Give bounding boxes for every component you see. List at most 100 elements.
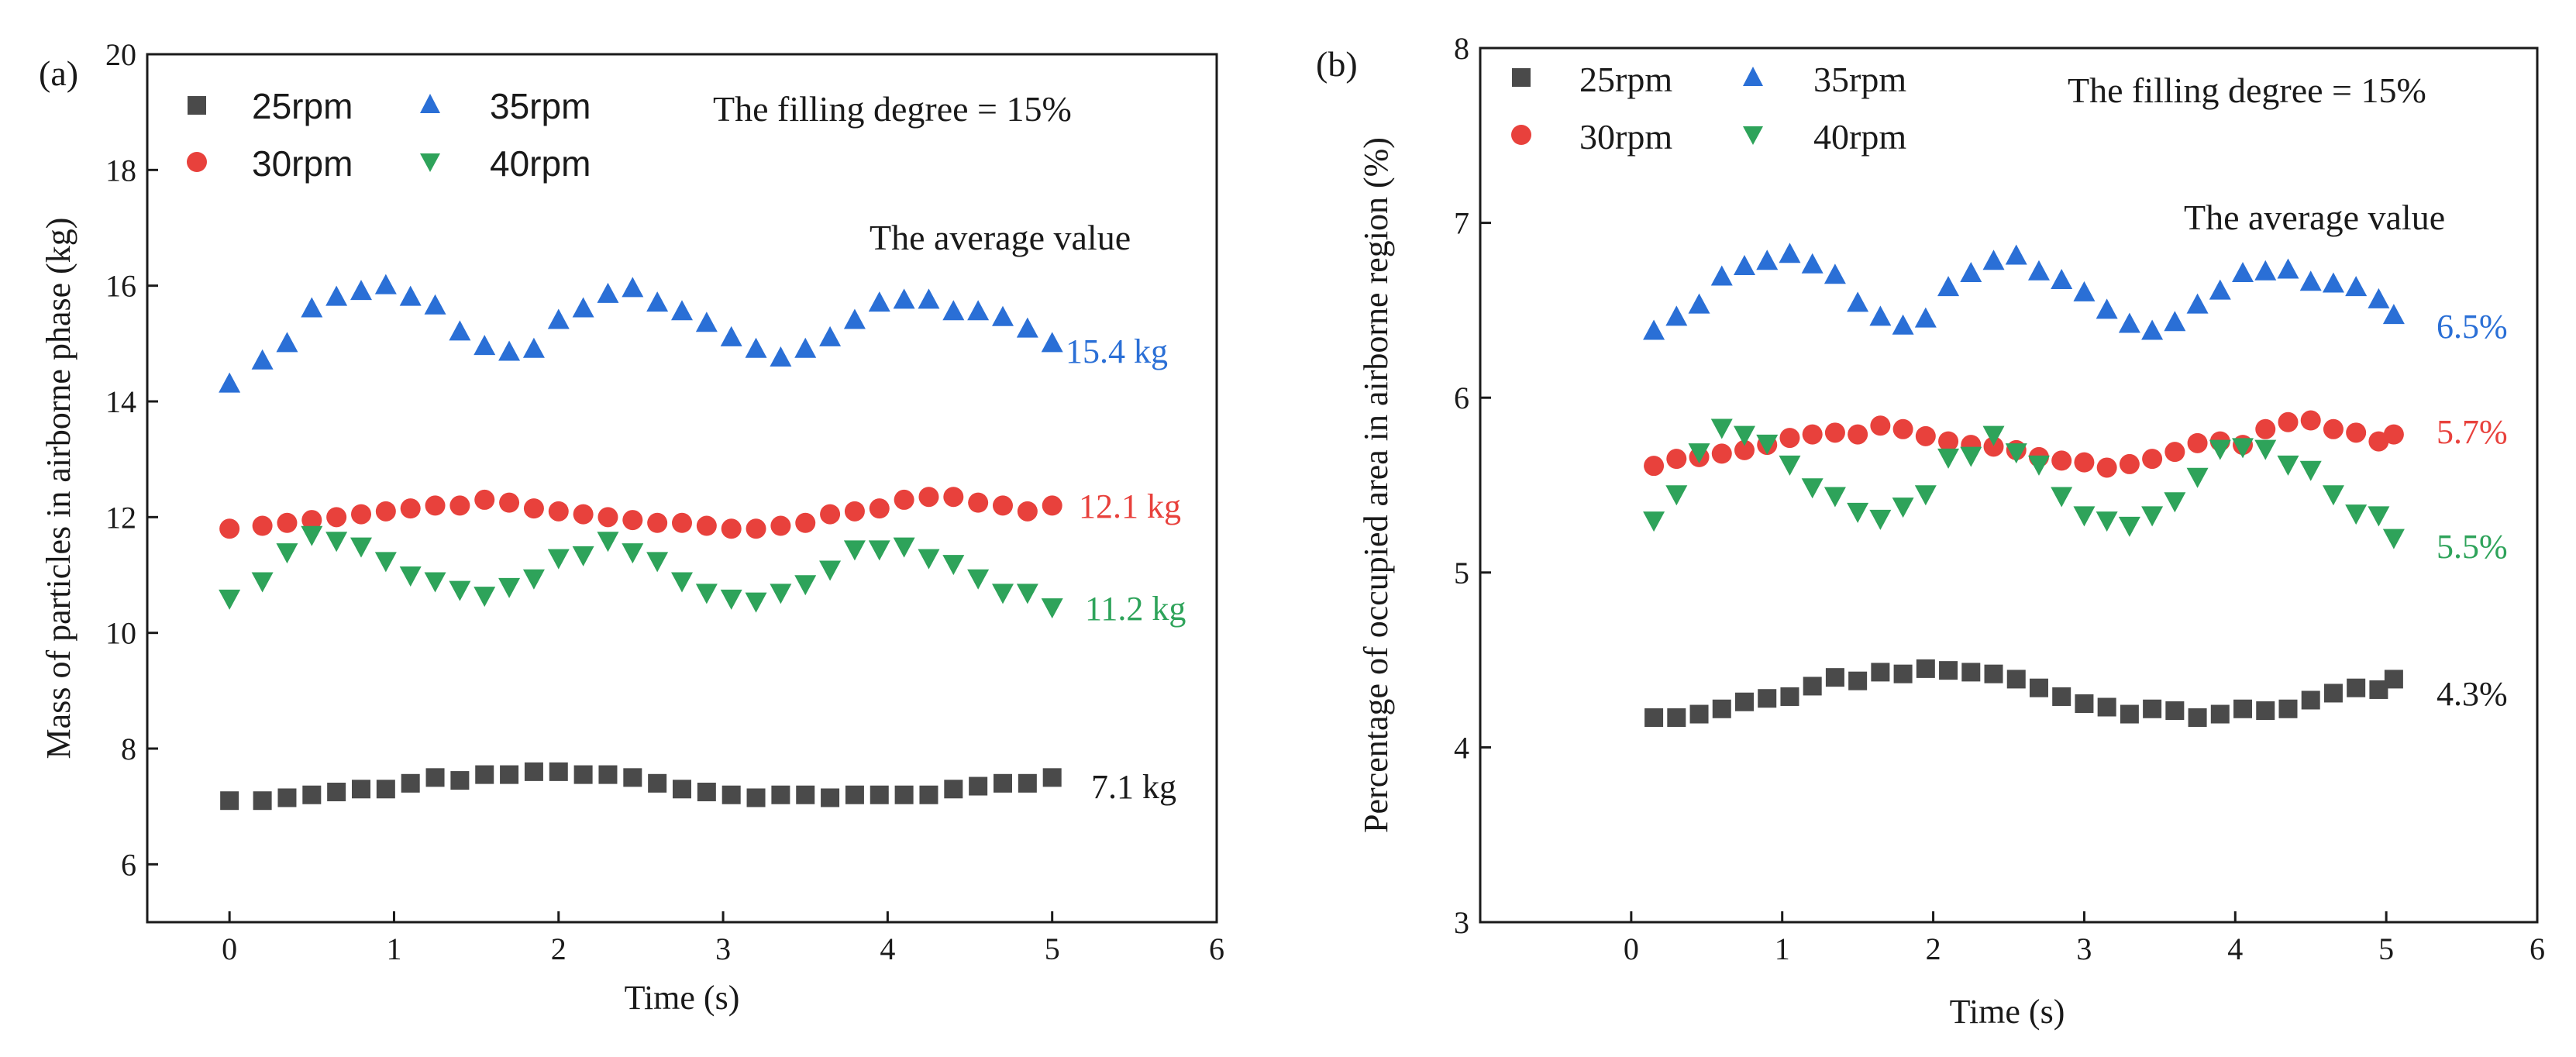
data-point-25rpm (425, 768, 445, 787)
data-point-30rpm (400, 498, 421, 519)
data-point-35rpm (325, 285, 348, 306)
data-point-30rpm (2346, 422, 2367, 443)
data-point-35rpm (597, 282, 619, 303)
data-point-30rpm (2255, 418, 2276, 439)
data-point-40rpm (2118, 516, 2140, 537)
data-point-40rpm (2299, 460, 2322, 481)
y-tick-label: 7 (1454, 206, 1469, 241)
data-point-35rpm (819, 325, 842, 346)
data-point-25rpm (2233, 699, 2253, 718)
data-point-30rpm (1892, 418, 1913, 439)
data-point-35rpm (498, 340, 521, 361)
legend-label-40rpm-a: 40rpm (490, 143, 591, 184)
data-point-30rpm (425, 495, 446, 516)
data-point-35rpm (918, 288, 940, 309)
data-point-25rpm (500, 765, 519, 784)
data-point-35rpm (794, 337, 817, 358)
legend-label-30rpm-a: 30rpm (252, 143, 353, 184)
data-point-25rpm (994, 773, 1012, 793)
data-point-40rpm (1710, 418, 1733, 439)
data-point-25rpm (1916, 659, 1935, 678)
x-axis-ticks-b: 0 1 2 3 4 5 6 (1624, 911, 2545, 966)
data-point-30rpm (2323, 418, 2344, 439)
data-point-35rpm (2299, 270, 2322, 291)
data-point-40rpm (992, 584, 1014, 604)
data-point-30rpm (2278, 411, 2299, 432)
data-point-25rpm (302, 785, 322, 804)
data-point-35rpm (942, 300, 965, 321)
data-point-40rpm (1982, 425, 2005, 446)
data-point-40rpm (251, 572, 274, 593)
data-point-25rpm (450, 771, 470, 790)
y-tick-label: 5 (1454, 556, 1469, 590)
data-point-35rpm (1892, 314, 1914, 335)
data-point-40rpm (1960, 446, 1982, 467)
data-point-25rpm (220, 791, 239, 811)
data-point-25rpm (1893, 664, 1913, 683)
data-point-25rpm (845, 785, 864, 804)
series-40rpm (219, 525, 1063, 619)
average-label-35rpm-a: 15.4 kg (1066, 332, 1168, 370)
data-point-35rpm (2254, 260, 2277, 281)
data-point-40rpm (449, 580, 471, 601)
data-point-40rpm (547, 549, 570, 570)
legend-marker-25rpm-b (1512, 68, 1531, 87)
data-point-40rpm (1892, 498, 1914, 518)
y-tick-label: 3 (1454, 905, 1469, 940)
data-point-30rpm (1848, 424, 1868, 445)
data-point-40rpm (2096, 511, 2118, 532)
y-tick-label: 6 (1454, 380, 1469, 415)
data-point-40rpm (695, 584, 718, 604)
data-point-30rpm (2187, 432, 2208, 453)
data-points-b (1643, 243, 2405, 728)
data-point-40rpm (1688, 443, 1710, 464)
x-tick-label: 1 (386, 931, 401, 966)
data-point-25rpm (821, 788, 840, 807)
data-point-30rpm (548, 501, 569, 522)
data-point-35rpm (1643, 319, 1665, 340)
y-axis-ticks-b: 3 4 5 6 7 8 (1454, 31, 1491, 940)
data-point-35rpm (474, 335, 496, 356)
legend-label-35rpm-b: 35rpm (1813, 60, 1906, 99)
data-point-30rpm (499, 492, 520, 513)
legend-label-25rpm-b: 25rpm (1579, 60, 1672, 99)
data-point-35rpm (1982, 250, 2005, 270)
data-point-35rpm (301, 297, 323, 318)
data-point-25rpm (1984, 664, 2003, 683)
data-point-35rpm (2118, 312, 2140, 333)
data-point-30rpm (622, 510, 643, 531)
data-point-30rpm (1042, 495, 1062, 516)
data-point-30rpm (2096, 457, 2117, 478)
data-point-40rpm (2345, 504, 2368, 525)
data-point-30rpm (2142, 449, 2163, 470)
data-point-30rpm (1017, 501, 1038, 522)
data-point-40rpm (325, 532, 348, 553)
data-point-25rpm (673, 780, 691, 799)
data-point-25rpm (721, 785, 741, 804)
data-point-35rpm (2051, 269, 2073, 290)
x-axis-title-a: Time (s) (625, 979, 740, 1017)
data-point-30rpm (1915, 425, 1936, 446)
data-point-30rpm (1938, 431, 1959, 452)
data-point-30rpm (1983, 436, 2004, 457)
panel-label-a: (a) (39, 53, 78, 93)
data-point-35rpm (276, 332, 298, 353)
data-point-40rpm (350, 537, 372, 558)
data-point-30rpm (943, 487, 964, 508)
data-point-30rpm (795, 512, 816, 533)
x-tick-label: 5 (2378, 931, 2394, 966)
y-axis-title-b: Percentage of occupied area in airborne … (1357, 137, 1395, 833)
data-point-25rpm (1803, 677, 1822, 696)
data-point-35rpm (2368, 287, 2390, 308)
data-point-40rpm (597, 532, 619, 553)
x-tick-label: 3 (715, 931, 731, 966)
data-point-35rpm (2164, 311, 2186, 332)
data-point-40rpm (1643, 511, 1665, 532)
plot-area-a (146, 53, 1218, 924)
legend-marker-35rpm-b (1743, 67, 1763, 86)
data-point-40rpm (671, 572, 693, 593)
data-point-25rpm (253, 791, 272, 811)
legend-label-40rpm-b: 40rpm (1813, 117, 1906, 157)
data-point-25rpm (1780, 687, 1799, 706)
data-point-40rpm (1801, 478, 1824, 499)
